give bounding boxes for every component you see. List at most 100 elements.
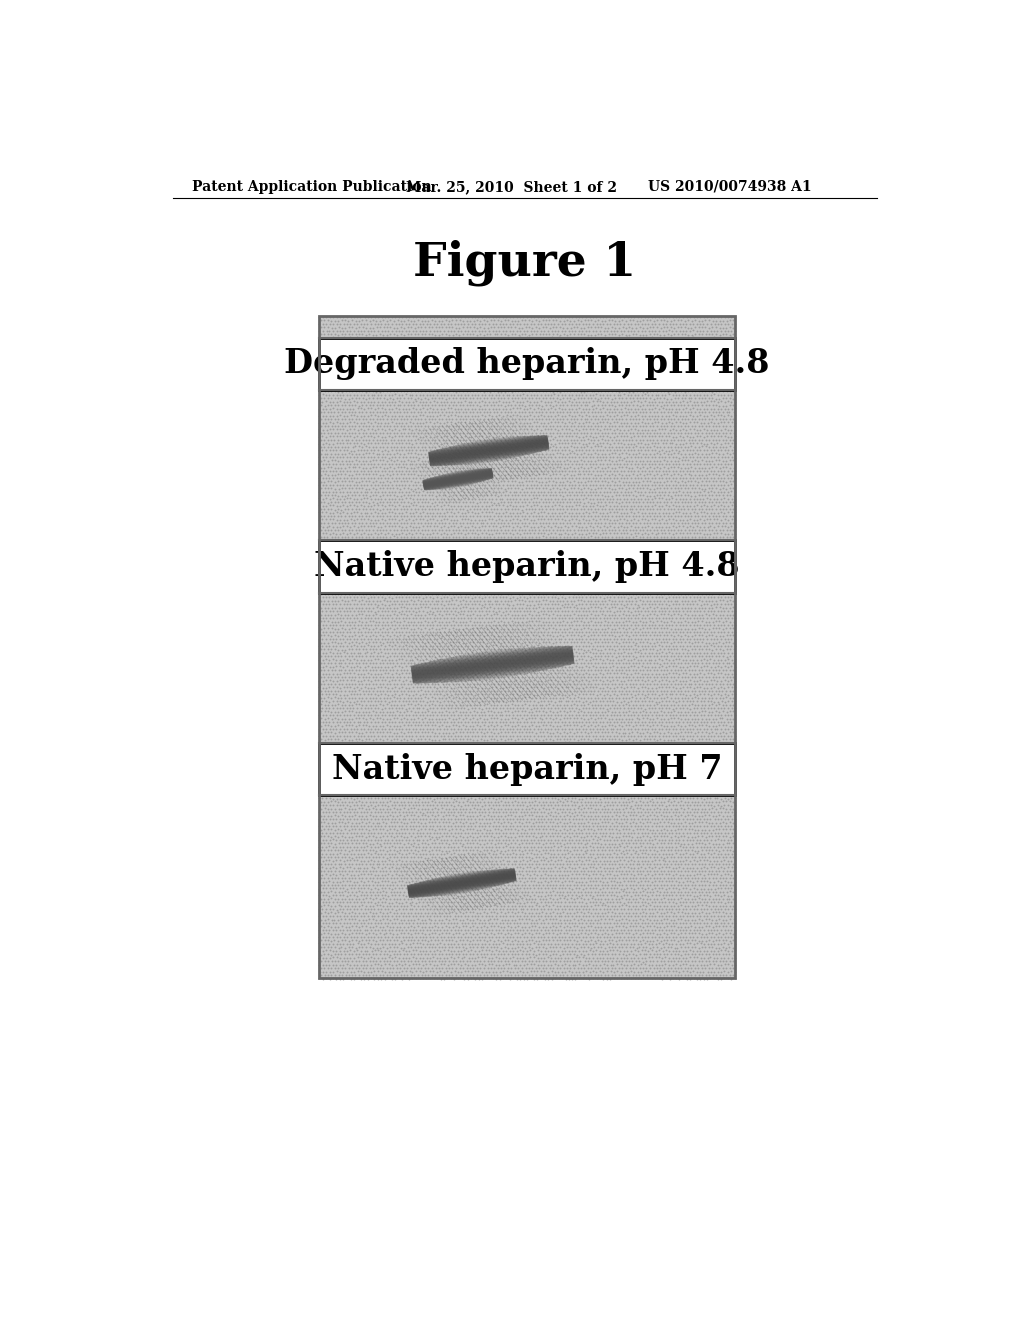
Point (590, 937, 606, 958)
Point (683, 499, 699, 520)
Point (406, 519, 422, 540)
Point (566, 645, 583, 667)
Point (407, 950, 423, 972)
Point (538, 957, 554, 978)
Point (509, 795, 525, 816)
Point (579, 523, 595, 544)
Point (434, 840, 451, 861)
Point (432, 446, 449, 467)
Point (361, 916, 378, 937)
Point (623, 482, 639, 503)
Point (680, 618, 696, 639)
Point (443, 663, 460, 684)
Point (682, 719, 698, 741)
Point (312, 632, 329, 653)
Point (311, 622, 328, 643)
Point (659, 611, 676, 632)
Point (675, 878, 691, 899)
Point (430, 603, 446, 624)
Point (571, 671, 588, 692)
Point (429, 961, 445, 982)
Point (524, 805, 541, 826)
Point (553, 412, 569, 433)
Point (644, 601, 660, 622)
Point (464, 529, 480, 550)
Point (610, 686, 627, 708)
Point (697, 639, 714, 660)
Point (387, 508, 403, 529)
Point (552, 660, 568, 681)
Point (384, 795, 400, 816)
Point (390, 586, 407, 607)
Point (512, 607, 528, 628)
Point (670, 639, 686, 660)
Point (600, 694, 616, 715)
Point (723, 607, 739, 628)
Point (723, 814, 739, 836)
Point (380, 705, 396, 726)
Point (585, 433, 601, 454)
Point (702, 677, 719, 698)
Point (498, 502, 514, 523)
Point (648, 519, 665, 540)
Point (312, 729, 329, 750)
Point (710, 829, 726, 850)
Point (597, 805, 613, 826)
Point (678, 384, 694, 405)
Point (717, 925, 733, 946)
Point (527, 708, 544, 729)
Point (317, 586, 334, 607)
Point (387, 502, 403, 523)
Point (673, 854, 689, 875)
Point (700, 310, 717, 331)
Point (652, 688, 669, 709)
Point (620, 405, 636, 426)
Point (471, 636, 487, 657)
Point (417, 957, 433, 978)
Point (349, 857, 366, 878)
Point (727, 391, 743, 412)
Point (537, 906, 553, 927)
Point (564, 467, 581, 488)
Point (488, 314, 505, 335)
Point (375, 492, 391, 513)
Point (592, 795, 608, 816)
Point (695, 488, 712, 510)
Point (684, 826, 700, 847)
Point (682, 622, 698, 643)
Point (700, 632, 717, 653)
Point (509, 933, 525, 954)
Point (476, 317, 493, 338)
Point (708, 909, 724, 931)
Point (441, 680, 458, 701)
Point (381, 822, 397, 843)
Point (716, 830, 732, 851)
Point (548, 317, 564, 338)
Point (560, 425, 577, 446)
Point (710, 474, 726, 495)
Point (422, 405, 438, 426)
Point (722, 506, 738, 527)
Point (603, 874, 620, 895)
Point (429, 663, 445, 684)
Point (455, 667, 471, 688)
Point (645, 639, 662, 660)
Point (625, 667, 641, 688)
Point (697, 826, 714, 847)
Point (477, 884, 494, 906)
Point (524, 317, 541, 338)
Point (504, 499, 520, 520)
Point (621, 825, 637, 846)
Point (397, 643, 414, 664)
Point (410, 583, 426, 605)
Point (605, 837, 622, 858)
Point (607, 408, 624, 429)
Point (569, 909, 586, 931)
Point (616, 531, 633, 552)
Point (465, 688, 481, 709)
Point (652, 437, 669, 458)
Point (369, 422, 385, 444)
Point (572, 381, 589, 403)
Point (438, 680, 455, 701)
Point (510, 820, 526, 841)
